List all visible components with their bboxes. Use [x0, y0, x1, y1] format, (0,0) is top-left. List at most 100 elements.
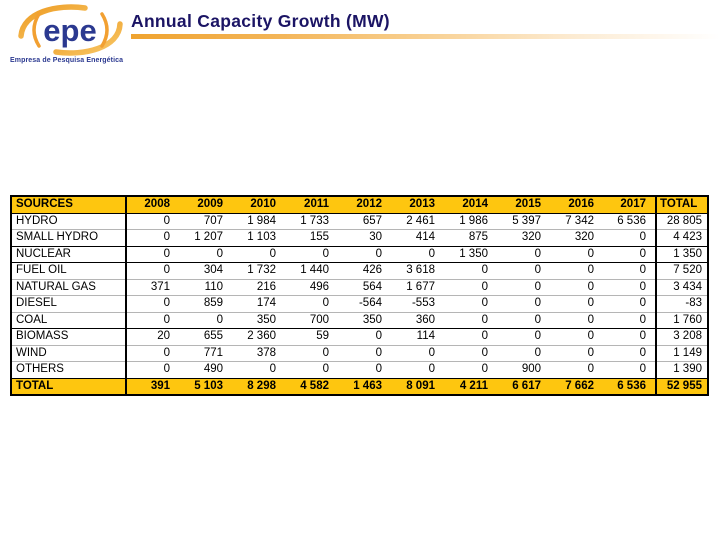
- cell: 859: [179, 295, 232, 313]
- cell: 0: [444, 328, 497, 346]
- header-cell-2016: 2016: [550, 196, 603, 214]
- cell: 28 805: [655, 213, 708, 230]
- cell: 320: [550, 229, 603, 247]
- row-small-hydro: SMALL HYDRO 0 1 207 1 103 155 30 414 875 320 320 0…: [11, 229, 708, 247]
- cell: 0: [179, 246, 232, 263]
- cell: -553: [391, 295, 444, 313]
- header-cell-2015: 2015: [497, 196, 550, 214]
- row-label: COAL: [11, 312, 127, 329]
- cell: 0: [603, 328, 656, 346]
- cell: 20: [126, 328, 179, 346]
- row-label: WIND: [11, 345, 127, 362]
- cell: 6 536: [603, 378, 656, 395]
- cell: 378: [232, 345, 285, 362]
- cell: 657: [338, 213, 391, 230]
- cell: 771: [179, 345, 232, 362]
- header-cell-2008: 2008: [126, 196, 179, 214]
- cell: 350: [232, 312, 285, 329]
- cell: 1 732: [232, 262, 285, 280]
- cell: 875: [444, 229, 497, 247]
- cell: 0: [444, 312, 497, 329]
- cell: 0: [603, 312, 656, 329]
- cell: 8 091: [391, 378, 444, 395]
- cell: 0: [444, 361, 497, 379]
- cell: 0: [603, 361, 656, 379]
- cell: 0: [497, 262, 550, 280]
- header-cell-2010: 2010: [232, 196, 285, 214]
- cell: 1 463: [338, 378, 391, 395]
- cell: 0: [126, 229, 179, 247]
- cell: 564: [338, 279, 391, 296]
- cell: 7 662: [550, 378, 603, 395]
- slide-title: Annual Capacity Growth (MW): [131, 11, 390, 31]
- cell: 30: [338, 229, 391, 247]
- cell: 0: [603, 229, 656, 247]
- row-fuel-oil: FUEL OIL 0 304 1 732 1 440 426 3 618 0 0 0 0 7 520: [11, 262, 708, 280]
- cell: 0: [391, 345, 444, 362]
- cell: 0: [603, 345, 656, 362]
- cell: 3 618: [391, 262, 444, 280]
- cell: 0: [497, 279, 550, 296]
- table-header-row: SOURCES 2008 2009 2010 2011 2012 2013 2014 2015 2…: [11, 196, 708, 214]
- cell: 4 423: [655, 229, 708, 247]
- cell: 4 582: [285, 378, 338, 395]
- cell: 6 536: [603, 213, 656, 230]
- cell: 350: [338, 312, 391, 329]
- cell: 0: [338, 246, 391, 263]
- cell: 1 207: [179, 229, 232, 247]
- row-label: NATURAL GAS: [11, 279, 127, 296]
- cell: 0: [550, 246, 603, 263]
- logo-tagline: Empresa de Pesquisa Energética: [10, 57, 124, 64]
- cell: 7 342: [550, 213, 603, 230]
- cell: 59: [285, 328, 338, 346]
- epe-logo-icon: epe: [18, 4, 123, 56]
- cell: 304: [179, 262, 232, 280]
- cell: 1 984: [232, 213, 285, 230]
- cell: 0: [126, 345, 179, 362]
- cell: 0: [444, 345, 497, 362]
- row-label: BIOMASS: [11, 328, 127, 346]
- capacity-table-container: SOURCES 2008 2009 2010 2011 2012 2013 2014 2015 2…: [10, 195, 709, 396]
- cell: 4 211: [444, 378, 497, 395]
- cell: 0: [285, 345, 338, 362]
- row-natural-gas: NATURAL GAS 371 110 216 496 564 1 677 0 0 0 0 3 434: [11, 279, 708, 296]
- cell: 371: [126, 279, 179, 296]
- cell: 0: [285, 361, 338, 379]
- cell: 1 760: [655, 312, 708, 329]
- cell: 0: [391, 361, 444, 379]
- cell: 8 298: [232, 378, 285, 395]
- cell: 0: [497, 345, 550, 362]
- cell: 0: [391, 246, 444, 263]
- cell: 0: [603, 279, 656, 296]
- row-wind: WIND 0 771 378 0 0 0 0 0 0 0 1 149: [11, 345, 708, 362]
- header-cell-2009: 2009: [179, 196, 232, 214]
- header-cell-2012: 2012: [338, 196, 391, 214]
- header-cell-2014: 2014: [444, 196, 497, 214]
- capacity-table: SOURCES 2008 2009 2010 2011 2012 2013 2014 2015 2…: [10, 195, 709, 396]
- cell: 700: [285, 312, 338, 329]
- row-diesel: DIESEL 0 859 174 0 -564 -553 0 0 0 0 -83: [11, 295, 708, 313]
- cell: 0: [550, 295, 603, 313]
- row-label: HYDRO: [11, 213, 127, 230]
- cell: 1 149: [655, 345, 708, 362]
- cell: 0: [126, 312, 179, 329]
- cell: 155: [285, 229, 338, 247]
- cell: 1 986: [444, 213, 497, 230]
- title-underline: [131, 34, 720, 39]
- cell: 1 390: [655, 361, 708, 379]
- row-coal: COAL 0 0 350 700 350 360 0 0 0 0 1 760: [11, 312, 708, 329]
- cell: 0: [444, 295, 497, 313]
- row-label: TOTAL: [11, 378, 127, 395]
- cell: 0: [603, 246, 656, 263]
- cell: 0: [126, 295, 179, 313]
- cell: 174: [232, 295, 285, 313]
- cell: 5 397: [497, 213, 550, 230]
- cell: 0: [603, 262, 656, 280]
- cell: 0: [126, 213, 179, 230]
- cell: 1 103: [232, 229, 285, 247]
- cell: 0: [126, 262, 179, 280]
- cell: 0: [232, 361, 285, 379]
- cell: 0: [338, 345, 391, 362]
- cell: 216: [232, 279, 285, 296]
- logo-text: epe: [43, 13, 96, 48]
